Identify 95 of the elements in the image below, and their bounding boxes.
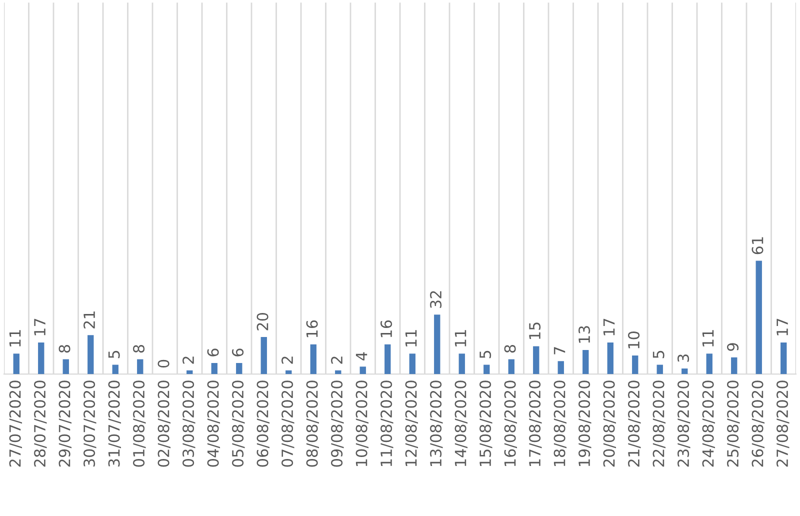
bar — [756, 260, 762, 374]
bar — [682, 368, 688, 374]
bar — [409, 354, 416, 374]
bar — [731, 357, 738, 374]
x-tick-label: 07/08/2020 — [282, 380, 294, 467]
data-label: 2 — [282, 356, 293, 364]
x-tick-label: 19/08/2020 — [578, 380, 592, 466]
x-tick-label: 30/07/2020 — [84, 380, 96, 467]
bar — [484, 364, 490, 374]
x-tick-label: 28/07/2020 — [34, 380, 47, 467]
bar — [236, 362, 242, 374]
x-tick-label: 13/08/2020 — [430, 380, 443, 466]
bar — [656, 364, 663, 374]
data-label: 16 — [306, 320, 318, 338]
bar — [211, 362, 218, 374]
x-tick-label: 27/07/2020 — [9, 380, 22, 467]
data-label: 5 — [652, 350, 664, 358]
x-tick-label: 25/08/2020 — [727, 380, 740, 467]
x-tick-label: 14/08/2020 — [454, 380, 468, 466]
bar — [137, 359, 144, 374]
data-label: 11 — [702, 330, 714, 346]
data-label: 5 — [108, 350, 120, 358]
data-label: 2 — [182, 356, 194, 364]
data-label: 4 — [356, 352, 368, 360]
data-label: 17 — [776, 318, 788, 336]
data-label: 20 — [256, 312, 268, 330]
x-tick-label: 12/08/2020 — [405, 380, 418, 466]
x-tick-label: 01/08/2020 — [133, 380, 146, 467]
data-label: 5 — [480, 350, 492, 358]
bar — [533, 346, 540, 374]
x-tick-label: 31/07/2020 — [108, 380, 122, 467]
x-tick-label: 10/08/2020 — [356, 380, 369, 466]
x-tick-label: 24/08/2020 — [702, 380, 716, 467]
x-tick-label: 27/08/2020 — [776, 380, 790, 467]
x-tick-label: 03/08/2020 — [182, 380, 196, 467]
bar — [632, 356, 638, 374]
data-label: 21 — [84, 312, 95, 328]
bar — [310, 344, 316, 374]
data-label: 2 — [331, 356, 342, 364]
bar — [706, 354, 712, 374]
x-tick-label: 18/08/2020 — [554, 380, 567, 466]
data-label: 8 — [504, 345, 516, 353]
data-label: 11 — [405, 330, 417, 346]
bar — [38, 342, 44, 374]
x-tick-label: 16/08/2020 — [504, 380, 518, 466]
x-tick-label: 29/07/2020 — [58, 380, 72, 467]
bar — [88, 335, 94, 374]
bar — [13, 354, 20, 374]
bar — [780, 342, 787, 374]
bar — [360, 366, 366, 374]
x-tick-label: 05/08/2020 — [232, 380, 245, 467]
bar — [558, 361, 564, 374]
x-tick-label: 26/08/2020 — [752, 380, 765, 467]
data-label: 0 — [158, 360, 170, 368]
bar — [286, 370, 292, 374]
data-label: 61 — [752, 237, 764, 254]
bar — [384, 344, 391, 374]
data-label: 32 — [430, 291, 442, 308]
bar — [62, 359, 69, 374]
data-label: 16 — [380, 320, 392, 338]
x-tick-label: 21/08/2020 — [628, 380, 641, 467]
data-label: 17 — [34, 318, 46, 336]
x-tick-label: 22/08/2020 — [652, 380, 666, 467]
x-tick-label: 09/08/2020 — [331, 380, 344, 467]
x-tick-label: 11/08/2020 — [380, 380, 394, 466]
bar — [508, 359, 514, 374]
data-label: 9 — [727, 343, 739, 351]
data-label: 11 — [454, 330, 466, 346]
bar — [434, 314, 440, 374]
data-label: 6 — [207, 348, 219, 356]
data-label: 17 — [603, 318, 615, 336]
x-tick-label: 23/08/2020 — [678, 380, 690, 467]
data-label: 8 — [133, 345, 145, 353]
x-tick-label: 02/08/2020 — [158, 380, 171, 467]
data-label: 8 — [58, 345, 70, 353]
data-label: 7 — [554, 347, 566, 354]
data-label: 15 — [529, 322, 541, 339]
bar — [112, 364, 118, 374]
data-label: 11 — [9, 330, 21, 346]
bar — [335, 370, 342, 374]
x-tick-label: 06/08/2020 — [256, 380, 270, 467]
data-label: 6 — [232, 348, 244, 356]
bar — [458, 354, 465, 374]
data-label: 10 — [628, 332, 640, 348]
x-tick-label: 20/08/2020 — [603, 380, 616, 467]
x-tick-label: 08/08/2020 — [306, 380, 320, 467]
bar — [260, 336, 267, 374]
data-label: 3 — [678, 354, 690, 362]
x-tick-label: 04/08/2020 — [207, 380, 220, 467]
x-tick-label: 15/08/2020 — [480, 380, 492, 466]
bar — [582, 350, 589, 374]
x-tick-label: 17/08/2020 — [529, 380, 542, 466]
data-label: 13 — [578, 326, 590, 343]
bar — [186, 370, 193, 374]
bar — [607, 342, 614, 374]
